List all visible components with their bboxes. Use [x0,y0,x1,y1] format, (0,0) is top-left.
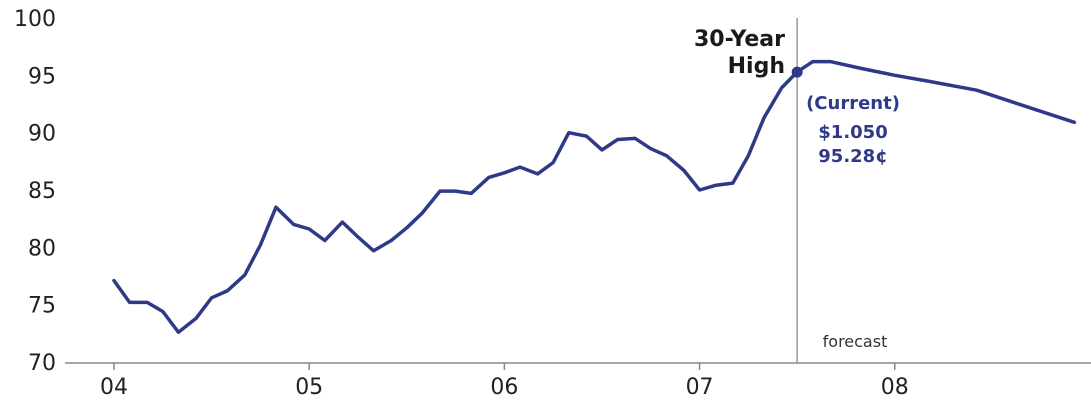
y-axis-tick-labels: 70 75 80 85 90 95 100 [14,7,56,376]
annotation-forecast: forecast [823,332,888,351]
y-tick-label: 70 [28,351,56,376]
annotation-current: (Current) [806,93,900,114]
y-tick-label: 90 [28,122,56,147]
x-tick-label: 04 [100,375,128,400]
y-tick-label: 95 [28,64,56,89]
thirty-year-high-marker [791,66,803,78]
x-tick-label: 07 [686,375,714,400]
annotation-current-price: $1.050 [818,122,887,143]
x-tick-label: 08 [881,375,909,400]
annotation-thirty-year: 30-Year [694,27,785,52]
x-tick-label: 05 [295,375,323,400]
annotation-high: High [728,54,785,79]
x-axis: 04 05 06 07 08 [100,363,909,400]
price-series-line [112,59,1077,334]
annotation-current-cents: 95.28¢ [818,146,887,167]
y-tick-label: 100 [14,7,56,32]
x-tick-label: 06 [490,375,518,400]
y-tick-label: 75 [28,294,56,319]
y-tick-label: 85 [28,179,56,204]
y-tick-label: 80 [28,236,56,261]
